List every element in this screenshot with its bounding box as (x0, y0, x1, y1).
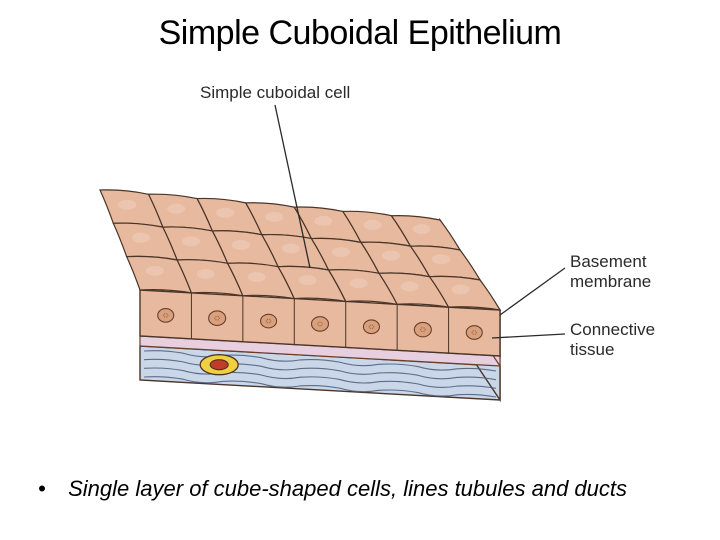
bullet-text: Single layer of cube-shaped cells, lines… (68, 475, 668, 503)
label-basement-membrane: Basement membrane (570, 252, 651, 291)
label-cuboidal-cell: Simple cuboidal cell (200, 83, 350, 103)
diagram-svg (60, 80, 660, 410)
bullet-description: • Single layer of cube-shaped cells, lin… (38, 475, 678, 503)
bullet-dot: • (38, 475, 62, 503)
page-title: Simple Cuboidal Epithelium (0, 14, 720, 53)
label-connective-tissue: Connective tissue (570, 320, 655, 359)
epithelium-diagram: Simple cuboidal cell Basement membrane C… (60, 80, 660, 410)
